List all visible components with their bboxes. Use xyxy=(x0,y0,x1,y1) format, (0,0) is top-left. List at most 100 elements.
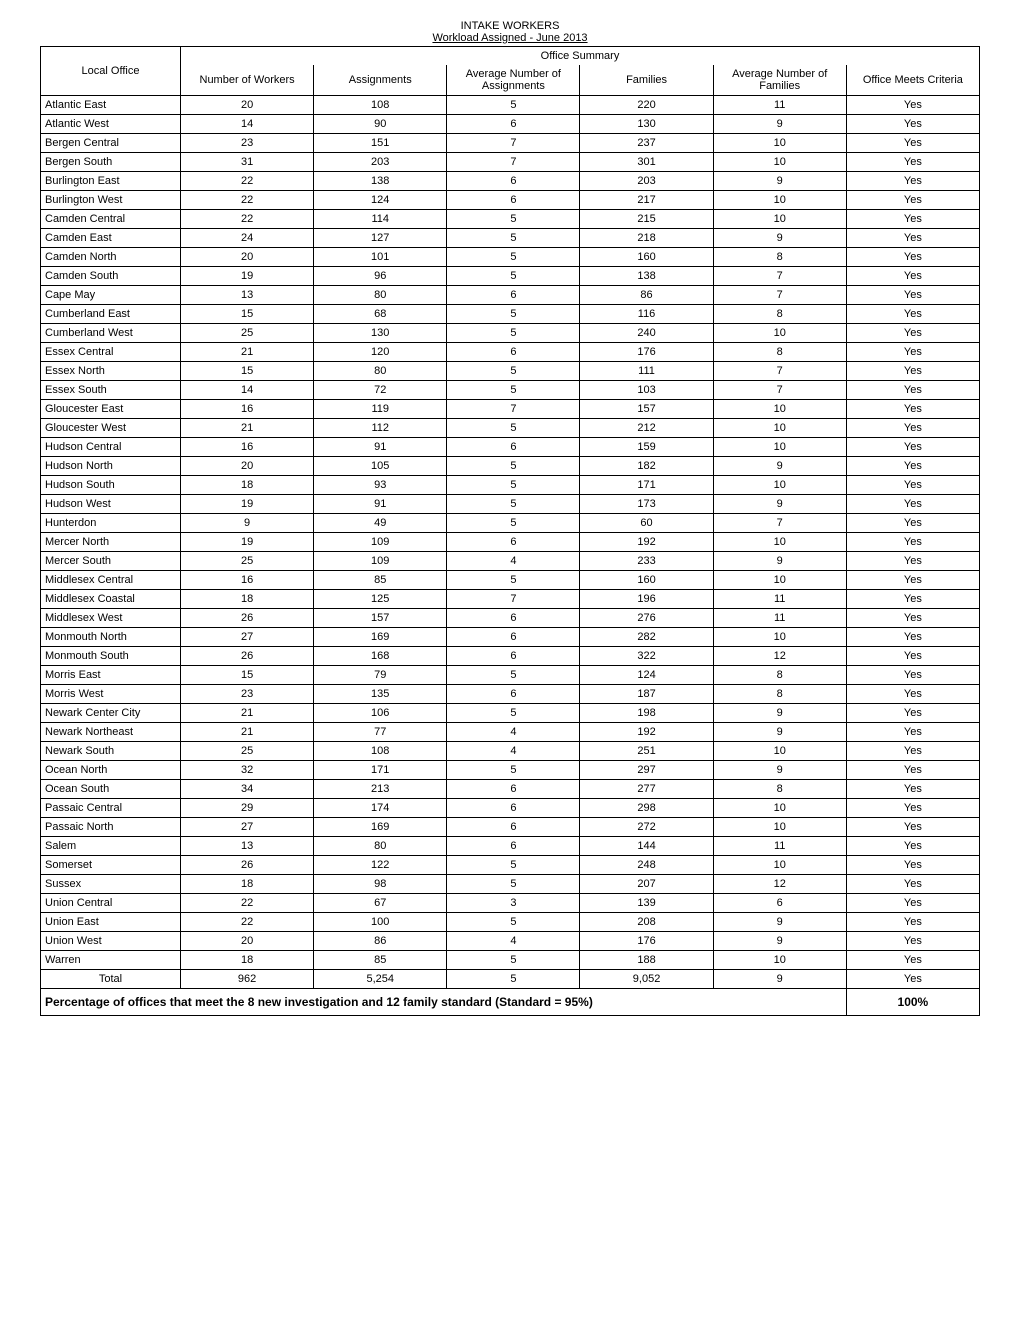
assignments: 79 xyxy=(314,666,447,685)
criteria: Yes xyxy=(846,191,979,210)
workers: 18 xyxy=(181,476,314,495)
assignments: 67 xyxy=(314,894,447,913)
workers: 31 xyxy=(181,153,314,172)
total-assignments: 5,254 xyxy=(314,970,447,989)
office-name: Atlantic East xyxy=(41,96,181,115)
table-row: Mercer North19109619210Yes xyxy=(41,533,980,552)
table-row: Burlington West22124621710Yes xyxy=(41,191,980,210)
families: 144 xyxy=(580,837,713,856)
avg-assignments: 6 xyxy=(447,799,580,818)
avg-families: 11 xyxy=(713,609,846,628)
table-row: Sussex1898520712Yes xyxy=(41,875,980,894)
assignments: 96 xyxy=(314,267,447,286)
avg-assignments: 6 xyxy=(447,115,580,134)
office-name: Essex South xyxy=(41,381,181,400)
assignments: 80 xyxy=(314,286,447,305)
workers: 18 xyxy=(181,951,314,970)
avg-assignments: 6 xyxy=(447,172,580,191)
table-row: Essex South147251037Yes xyxy=(41,381,980,400)
families: 272 xyxy=(580,818,713,837)
table-row: Ocean North3217152979Yes xyxy=(41,761,980,780)
workers: 9 xyxy=(181,514,314,533)
table-row: Newark South25108425110Yes xyxy=(41,742,980,761)
assignments: 106 xyxy=(314,704,447,723)
criteria: Yes xyxy=(846,837,979,856)
families: 196 xyxy=(580,590,713,609)
avg-assignments: 4 xyxy=(447,932,580,951)
total-families: 9,052 xyxy=(580,970,713,989)
families: 139 xyxy=(580,894,713,913)
table-row: Morris West2313561878Yes xyxy=(41,685,980,704)
families: 277 xyxy=(580,780,713,799)
avg-families: 7 xyxy=(713,286,846,305)
table-row: Newark Northeast217741929Yes xyxy=(41,723,980,742)
families: 198 xyxy=(580,704,713,723)
assignments: 91 xyxy=(314,495,447,514)
avg-families: 8 xyxy=(713,248,846,267)
families: 276 xyxy=(580,609,713,628)
avg-families: 10 xyxy=(713,191,846,210)
assignments: 85 xyxy=(314,571,447,590)
table-row: Middlesex West26157627611Yes xyxy=(41,609,980,628)
office-name: Warren xyxy=(41,951,181,970)
workers: 25 xyxy=(181,742,314,761)
criteria: Yes xyxy=(846,457,979,476)
header-workers: Number of Workers xyxy=(181,65,314,96)
office-name: Middlesex Coastal xyxy=(41,590,181,609)
assignments: 85 xyxy=(314,951,447,970)
office-name: Somerset xyxy=(41,856,181,875)
criteria: Yes xyxy=(846,723,979,742)
office-name: Monmouth South xyxy=(41,647,181,666)
avg-assignments: 6 xyxy=(447,438,580,457)
criteria: Yes xyxy=(846,799,979,818)
table-row: Passaic North27169627210Yes xyxy=(41,818,980,837)
workers: 27 xyxy=(181,818,314,837)
office-name: Cumberland East xyxy=(41,305,181,324)
office-name: Union Central xyxy=(41,894,181,913)
workers: 34 xyxy=(181,780,314,799)
families: 297 xyxy=(580,761,713,780)
office-name: Hudson West xyxy=(41,495,181,514)
assignments: 213 xyxy=(314,780,447,799)
assignments: 100 xyxy=(314,913,447,932)
office-name: Ocean North xyxy=(41,761,181,780)
families: 171 xyxy=(580,476,713,495)
criteria: Yes xyxy=(846,153,979,172)
office-name: Sussex xyxy=(41,875,181,894)
table-row: Cumberland East156851168Yes xyxy=(41,305,980,324)
table-row: Camden East2412752189Yes xyxy=(41,229,980,248)
avg-assignments: 3 xyxy=(447,894,580,913)
office-name: Salem xyxy=(41,837,181,856)
avg-families: 7 xyxy=(713,267,846,286)
avg-assignments: 5 xyxy=(447,419,580,438)
workers: 15 xyxy=(181,362,314,381)
avg-assignments: 5 xyxy=(447,457,580,476)
workers: 29 xyxy=(181,799,314,818)
workers: 32 xyxy=(181,761,314,780)
avg-families: 10 xyxy=(713,628,846,647)
avg-families: 9 xyxy=(713,172,846,191)
avg-assignments: 6 xyxy=(447,191,580,210)
avg-assignments: 6 xyxy=(447,343,580,362)
office-name: Cape May xyxy=(41,286,181,305)
assignments: 68 xyxy=(314,305,447,324)
workers: 23 xyxy=(181,685,314,704)
workers: 20 xyxy=(181,457,314,476)
criteria: Yes xyxy=(846,818,979,837)
families: 160 xyxy=(580,571,713,590)
workers: 23 xyxy=(181,134,314,153)
avg-assignments: 6 xyxy=(447,780,580,799)
families: 176 xyxy=(580,932,713,951)
avg-families: 7 xyxy=(713,381,846,400)
office-name: Hudson North xyxy=(41,457,181,476)
footer-row: Percentage of offices that meet the 8 ne… xyxy=(41,989,980,1016)
assignments: 90 xyxy=(314,115,447,134)
summary-header-row: Local Office Office Summary xyxy=(41,47,980,66)
avg-assignments: 5 xyxy=(447,210,580,229)
workers: 21 xyxy=(181,723,314,742)
avg-assignments: 5 xyxy=(447,875,580,894)
footer-label: Percentage of offices that meet the 8 ne… xyxy=(41,989,847,1016)
workers: 18 xyxy=(181,875,314,894)
criteria: Yes xyxy=(846,780,979,799)
families: 111 xyxy=(580,362,713,381)
